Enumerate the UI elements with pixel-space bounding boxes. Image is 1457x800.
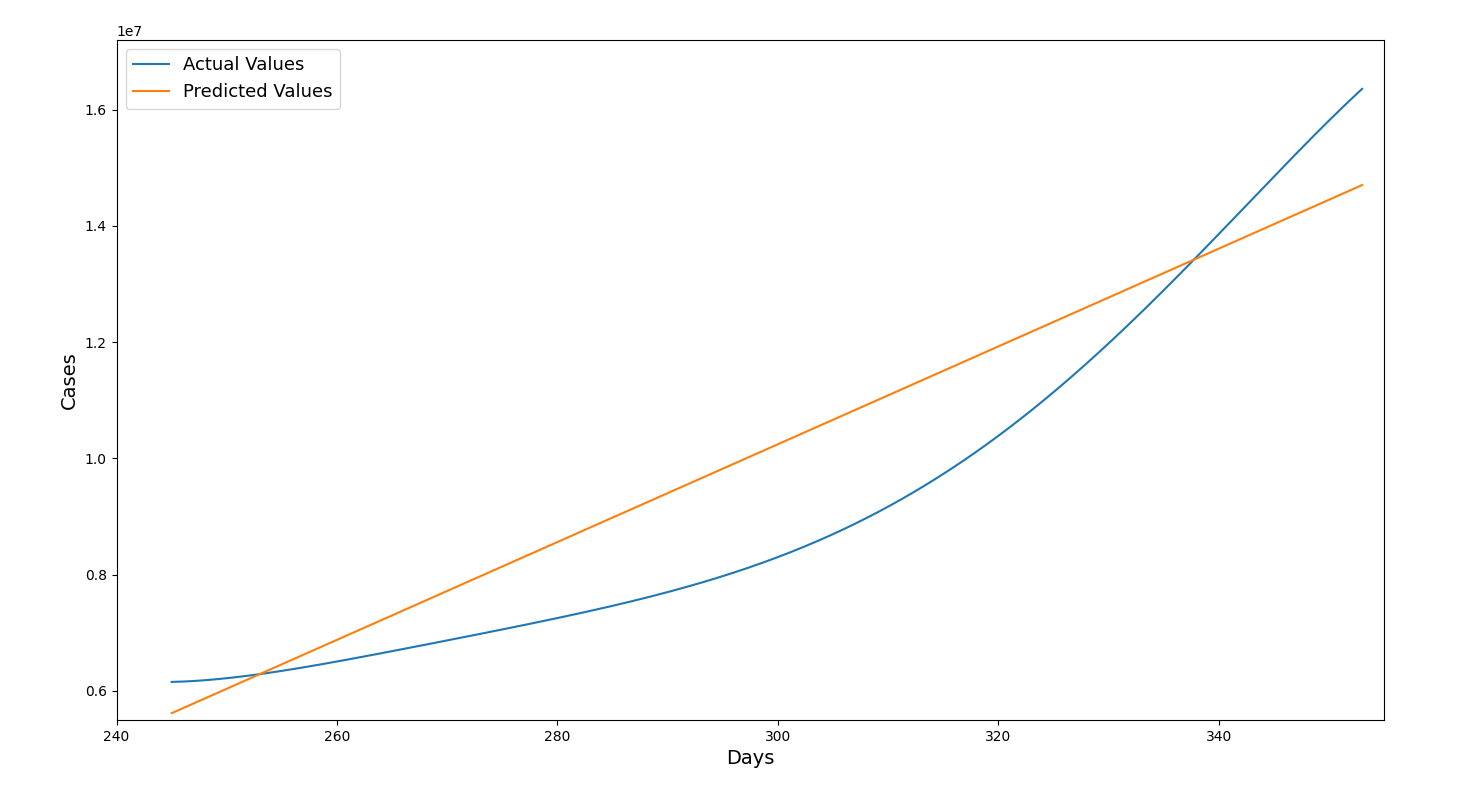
Legend: Actual Values, Predicted Values: Actual Values, Predicted Values	[125, 49, 339, 109]
Predicted Values	[871, 394, 889, 404]
X-axis label: Days: Days	[726, 750, 775, 768]
Line: Predicted Values: Predicted Values	[172, 185, 1362, 713]
Predicted Values	[807, 422, 825, 432]
Actual Values	[1354, 84, 1371, 94]
Predicted Values	[1324, 193, 1342, 202]
Actual Values	[728, 566, 746, 576]
Actual Values	[736, 564, 753, 574]
Y-axis label: Cases: Cases	[60, 351, 79, 409]
Actual Values	[807, 537, 825, 546]
Predicted Values	[163, 708, 181, 718]
Predicted Values	[1354, 180, 1371, 190]
Actual Values	[1139, 302, 1157, 311]
Predicted Values	[1139, 275, 1157, 285]
Actual Values	[871, 506, 889, 516]
Predicted Values	[736, 454, 753, 464]
Line: Actual Values: Actual Values	[172, 89, 1362, 682]
Actual Values	[163, 677, 181, 686]
Actual Values	[1324, 111, 1342, 121]
Predicted Values	[728, 458, 746, 467]
